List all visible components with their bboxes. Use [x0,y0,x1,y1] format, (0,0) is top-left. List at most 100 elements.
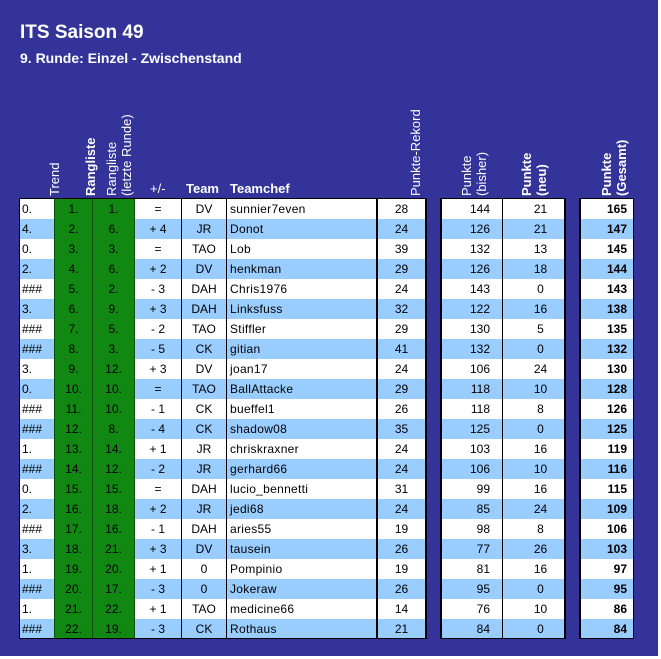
punkte-gesamt-cell: 138 [580,299,633,319]
punkte-gesamt-cell: 126 [580,399,633,419]
punkte-bisher-cell: 132 [441,239,503,259]
punkte-rekord-cell: 31 [377,479,426,499]
punkte-gesamt-cell: 144 [580,259,633,279]
rang-letzte-runde-cell: 14. [92,439,135,459]
diff-cell: - 3 [135,279,181,299]
punkte-neu-cell: 16 [503,299,565,319]
punkte-neu-cell: 5 [503,319,565,339]
trend-cell: 0. [20,379,54,399]
diff-cell: + 1 [135,599,181,619]
rang-letzte-runde-cell: 3. [92,339,135,359]
teamchef-cell: Stiffler [227,319,377,339]
punkte-neu-cell: 8 [503,399,565,419]
rang-letzte-runde-cell: 22. [92,599,135,619]
punkte-bisher-cell: 126 [441,259,503,279]
punkte-neu-cell: 24 [503,499,565,519]
punkte-bisher-cell: 95 [441,579,503,599]
punkte-neu-cell: 0 [503,579,565,599]
team-cell: JR [181,459,227,479]
header-diff: +/- [150,181,166,196]
rang-letzte-runde-cell: 12. [92,359,135,379]
team-cell: TAO [181,319,227,339]
diff-cell: + 2 [135,499,181,519]
punkte-bisher-cell: 106 [441,459,503,479]
punkte-gesamt-cell: 97 [580,559,633,579]
rang-cell: 2. [54,219,92,239]
diff-cell: = [135,379,181,399]
punkte-gesamt-cell: 128 [580,379,633,399]
teamchef-cell: Linksfuss [227,299,377,319]
team-cell: CK [181,619,227,639]
punkte-neu-cell: 21 [503,199,565,219]
teamchef-cell: Donot [227,219,377,239]
header-teamchef: Teamchef [230,181,290,196]
diff-cell: - 2 [135,459,181,479]
diff-cell: = [135,479,181,499]
teamchef-cell: shadow08 [227,419,377,439]
header-team: Team [186,181,219,196]
trend-cell: 4. [20,219,54,239]
teamchef-cell: joan17 [227,359,377,379]
teamchef-cell: chriskraxner [227,439,377,459]
table-row: 0. 3. 3. = TAO Lob 39 132 13 145 [0,239,658,259]
table-row: ### 7. 5. - 2 TAO Stiffler 29 130 5 135 [0,319,658,339]
rang-letzte-runde-cell: 16. [92,519,135,539]
header-rangliste-letzte-runde: Rangliste (letzte Runde) [104,114,134,196]
table-row: 1. 13. 14. + 1 JR chriskraxner 24 103 16 119 [0,439,658,459]
punkte-bisher-cell: 84 [441,619,503,639]
punkte-rekord-cell: 32 [377,299,426,319]
rang-letzte-runde-cell: 21. [92,539,135,559]
punkte-gesamt-cell: 125 [580,419,633,439]
trend-cell: ### [20,519,54,539]
teamchef-cell: Lob [227,239,377,259]
punkte-bisher-cell: 126 [441,219,503,239]
punkte-rekord-cell: 39 [377,239,426,259]
punkte-bisher-cell: 98 [441,519,503,539]
rang-cell: 22. [54,619,92,639]
rang-letzte-runde-cell: 8. [92,419,135,439]
table-row: 0. 15. 15. = DAH lucio_bennetti 31 99 16 115 [0,479,658,499]
teamchef-cell: tausein [227,539,377,559]
trend-cell: 3. [20,299,54,319]
punkte-neu-cell: 13 [503,239,565,259]
table-row: 0. 1. 1. = DV sunnier7even 28 144 21 165 [0,199,658,219]
table-row: 0. 10. 10. = TAO BallAttacke 29 118 10 128 [0,379,658,399]
punkte-rekord-cell: 29 [377,379,426,399]
team-cell: DV [181,539,227,559]
teamchef-cell: Jokeraw [227,579,377,599]
punkte-gesamt-cell: 109 [580,499,633,519]
trend-cell: 1. [20,599,54,619]
team-cell: CK [181,339,227,359]
punkte-neu-cell: 21 [503,219,565,239]
punkte-rekord-cell: 24 [377,279,426,299]
teamchef-cell: gitian [227,339,377,359]
punkte-rekord-cell: 26 [377,539,426,559]
teamchef-cell: aries55 [227,519,377,539]
punkte-gesamt-cell: 103 [580,539,633,559]
table-row: 1. 21. 22. + 1 TAO medicine66 14 76 10 86 [0,599,658,619]
team-cell: JR [181,439,227,459]
punkte-neu-cell: 8 [503,519,565,539]
team-cell: TAO [181,239,227,259]
punkte-rekord-cell: 41 [377,339,426,359]
teamchef-cell: lucio_bennetti [227,479,377,499]
trend-cell: ### [20,339,54,359]
table-row: ### 11. 10. - 1 CK bueffel1 26 118 8 126 [0,399,658,419]
punkte-bisher-cell: 132 [441,339,503,359]
team-cell: CK [181,419,227,439]
diff-cell: - 1 [135,399,181,419]
teamchef-cell: gerhard66 [227,459,377,479]
punkte-neu-cell: 16 [503,439,565,459]
punkte-gesamt-cell: 115 [580,479,633,499]
punkte-rekord-cell: 24 [377,439,426,459]
rang-cell: 12. [54,419,92,439]
rang-cell: 9. [54,359,92,379]
punkte-gesamt-cell: 165 [580,199,633,219]
punkte-gesamt-cell: 106 [580,519,633,539]
trend-cell: ### [20,419,54,439]
punkte-rekord-cell: 29 [377,259,426,279]
trend-cell: ### [20,619,54,639]
punkte-gesamt-cell: 86 [580,599,633,619]
diff-cell: - 1 [135,519,181,539]
